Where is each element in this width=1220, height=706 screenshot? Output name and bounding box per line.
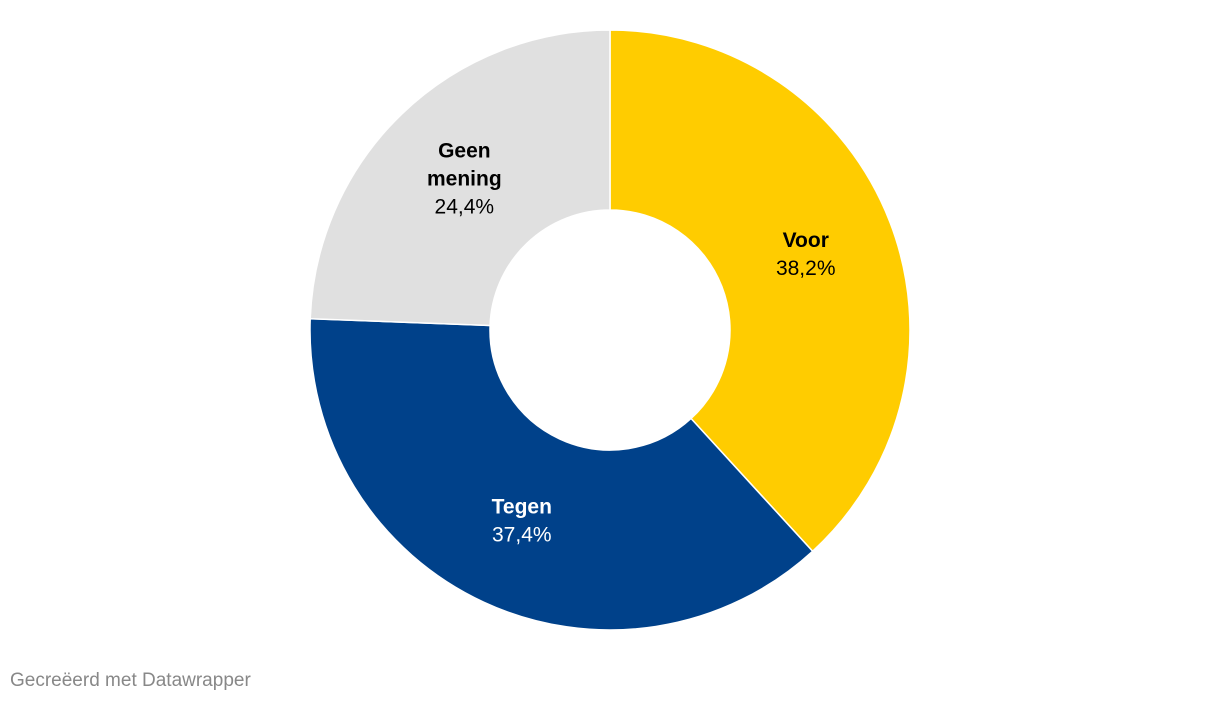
slice-name-voor: Voor — [783, 229, 829, 252]
slice-value-tegen: 37,4% — [492, 524, 552, 547]
slice-name-geen-mening: Geen — [438, 140, 491, 163]
donut-chart: Voor 38,2% Tegen 37,4% Geen mening 24,4% — [309, 29, 911, 631]
slice-label-voor: Voor 38,2% — [776, 229, 836, 280]
slice-value-voor: 38,2% — [776, 257, 836, 280]
slice-name-geen-mening: mening — [427, 168, 502, 191]
slice-geen-mening — [309, 29, 611, 327]
slice-name-tegen: Tegen — [492, 496, 552, 519]
slice-label-geen-mening: Geen mening 24,4% — [427, 140, 502, 219]
slice-value-geen-mening: 24,4% — [435, 196, 495, 219]
donut-chart-svg: Voor 38,2% Tegen 37,4% Geen mening 24,4% — [309, 29, 911, 631]
slice-label-tegen: Tegen 37,4% — [492, 496, 552, 547]
footer-credit: Gecreëerd met Datawrapper — [10, 670, 251, 691]
slice-voor — [609, 29, 911, 553]
slice-tegen — [309, 317, 814, 631]
